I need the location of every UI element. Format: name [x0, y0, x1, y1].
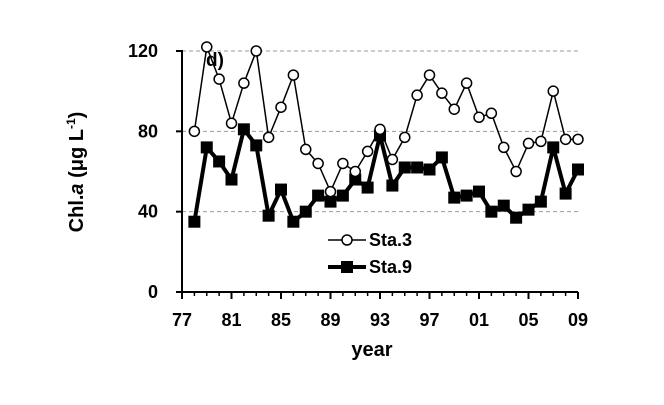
point-sta9-2007 — [547, 141, 560, 154]
point-sta3-2006 — [535, 135, 547, 148]
point-sta3-1985 — [275, 101, 287, 113]
legend-swatch-sta3-marker — [341, 234, 353, 246]
point-sta3-1982 — [238, 77, 250, 89]
y-tick-label-120: 120 — [128, 41, 158, 61]
point-sta3-1981 — [225, 117, 238, 130]
legend-label-sta9: Sta.9 — [369, 257, 412, 277]
point-sta9-2008 — [559, 187, 572, 200]
panel-label: d) — [206, 50, 224, 71]
point-sta9-1980 — [213, 155, 226, 168]
point-sta3-1993 — [374, 123, 386, 136]
point-sta3-1986 — [287, 69, 300, 81]
x-tick-label-81: 81 — [221, 310, 241, 330]
series — [188, 41, 584, 228]
point-sta9-2000 — [460, 189, 473, 202]
legend-label-sta3: Sta.3 — [369, 230, 412, 250]
point-sta9-2003 — [497, 199, 510, 212]
point-sta3-1983 — [250, 45, 262, 57]
point-sta9-1991 — [349, 173, 362, 186]
x-tick-label-93: 93 — [370, 310, 390, 330]
point-sta3-1999 — [448, 103, 460, 115]
point-sta3-1979 — [201, 41, 213, 53]
legend-swatch-sta9-marker — [341, 261, 353, 273]
point-sta9-1996 — [411, 161, 424, 174]
y-tick-label-80: 80 — [138, 121, 158, 141]
point-sta9-1978 — [188, 215, 201, 228]
series-sta9 — [188, 123, 584, 228]
point-sta3-2007 — [547, 85, 559, 97]
x-tick-label-01: 01 — [469, 310, 489, 330]
point-sta3-2004 — [510, 165, 522, 178]
point-sta9-1982 — [237, 123, 250, 136]
point-sta3-1989 — [324, 185, 337, 198]
point-sta9-1984 — [262, 209, 275, 222]
point-sta3-1991 — [349, 165, 361, 178]
legend-item-sta9: Sta.9 — [328, 257, 412, 277]
point-sta9-1983 — [250, 139, 263, 152]
point-sta3-2003 — [498, 141, 510, 154]
point-sta3-2008 — [559, 133, 572, 146]
series-sta3 — [188, 41, 584, 198]
point-sta9-1988 — [312, 189, 325, 202]
x-axis-title: year — [351, 339, 392, 361]
point-sta3-1987 — [300, 143, 312, 156]
point-sta9-2001 — [473, 185, 485, 198]
point-sta3-1984 — [262, 131, 275, 144]
point-sta9-1995 — [398, 161, 411, 174]
point-sta9-1986 — [287, 215, 300, 228]
point-sta9-1987 — [299, 205, 312, 218]
x-tick-label-77: 77 — [172, 310, 192, 330]
x-tick-label-97: 97 — [419, 310, 439, 330]
point-sta3-1995 — [399, 131, 411, 144]
point-sta9-2009 — [572, 163, 584, 176]
y-axis-title-main: Chl. — [66, 195, 88, 233]
y-axis-title: Chl.a (μg L-1) — [64, 112, 88, 233]
x-tick-label-05: 05 — [518, 310, 538, 330]
point-sta9-1989 — [324, 195, 337, 208]
point-sta9-2006 — [534, 195, 547, 208]
point-sta3-1988 — [312, 157, 324, 170]
point-sta9-1979 — [200, 141, 213, 154]
point-sta9-1981 — [225, 173, 238, 186]
point-sta3-1994 — [386, 153, 399, 166]
point-sta3-2009 — [572, 133, 584, 146]
point-sta3-2002 — [485, 107, 498, 120]
point-sta3-2001 — [473, 111, 485, 124]
point-sta9-1998 — [435, 151, 448, 164]
y-axis-title-superscript: -1 — [64, 118, 78, 129]
y-tick-label-0: 0 — [148, 282, 158, 302]
point-sta3-1980 — [213, 73, 225, 85]
point-sta3-2005 — [522, 137, 535, 150]
point-sta3-1997 — [423, 69, 436, 81]
point-sta9-1999 — [448, 191, 461, 204]
point-sta3-1978 — [188, 125, 201, 138]
point-sta9-1994 — [386, 179, 399, 192]
point-sta3-2000 — [460, 77, 473, 89]
point-sta9-1997 — [423, 163, 436, 176]
point-sta3-1992 — [361, 145, 374, 158]
x-tick-label-89: 89 — [320, 310, 340, 330]
axis-ticks: 0 40 80 120 77 81 85 89 93 97 01 05 09 — [128, 41, 588, 330]
y-axis-title-italic: a — [66, 183, 88, 194]
point-sta3-1998 — [436, 87, 448, 99]
point-sta3-1990 — [337, 157, 349, 170]
y-tick-label-40: 40 — [138, 202, 158, 222]
point-sta9-2005 — [522, 203, 535, 216]
y-axis-title-unit: (μg L — [66, 129, 88, 183]
point-sta9-2002 — [485, 205, 498, 218]
legend: Sta.3 Sta.9 — [328, 230, 412, 277]
x-tick-label-85: 85 — [271, 310, 291, 330]
point-sta9-1992 — [361, 181, 374, 194]
point-sta3-1996 — [411, 89, 423, 101]
point-sta9-1985 — [275, 183, 287, 196]
y-axis-title-close: ) — [66, 112, 88, 119]
legend-item-sta3: Sta.3 — [328, 230, 412, 250]
point-sta9-1990 — [336, 189, 349, 202]
point-sta9-2004 — [510, 211, 523, 224]
x-tick-label-09: 09 — [568, 310, 588, 330]
